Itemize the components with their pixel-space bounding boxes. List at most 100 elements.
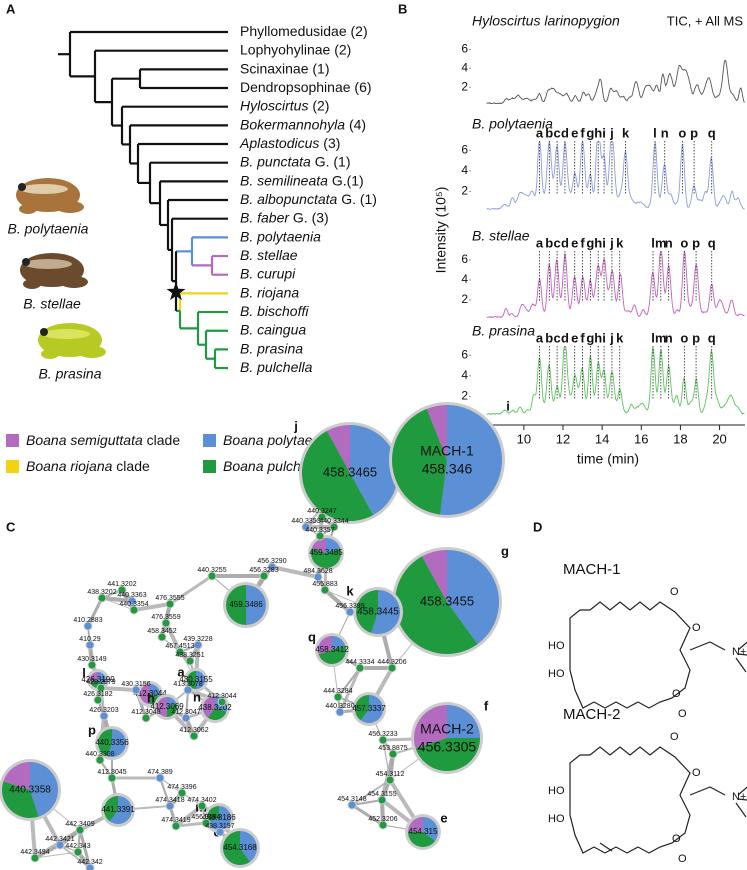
trace	[486, 59, 745, 105]
node-label: 456.3290	[257, 558, 286, 565]
node-label: 440.3280	[325, 703, 354, 710]
node-slice	[311, 548, 341, 568]
node-label: 440.3255	[197, 567, 226, 574]
taxon-label: B. semilineata G.(1)	[240, 172, 364, 188]
taxon-name: B. bischoffi	[240, 303, 309, 319]
node-tag: n	[193, 689, 201, 704]
trace-title: B. polytaenia	[472, 116, 553, 132]
node-label: 413.3078	[173, 681, 202, 688]
network-edge	[100, 686, 137, 692]
node-slice	[326, 538, 341, 553]
network-edge	[133, 602, 171, 612]
node-label: 444.3284	[323, 688, 352, 695]
taxon-name: Aplastodicus	[239, 135, 319, 151]
taxon-label: B. faber G. (3)	[240, 209, 329, 225]
node-label: 440.3358	[9, 785, 51, 796]
node-slice	[3, 762, 30, 790]
node-tag: e	[440, 810, 447, 825]
node-label: 440.3357	[305, 527, 334, 534]
node-label: 412.3048	[131, 709, 160, 716]
taxon-name: B. albopunctata	[240, 191, 338, 207]
legend-name: Boana pulchella	[223, 458, 323, 474]
frog-leg	[56, 201, 84, 213]
peak-label: i	[602, 235, 606, 250]
node	[30, 853, 40, 863]
node	[117, 585, 127, 595]
node-label: 456.3233	[368, 731, 397, 738]
node-label: 456.3194	[191, 814, 220, 821]
taxon-label: B. punctata G. (1)	[240, 153, 351, 169]
node	[185, 656, 195, 666]
peak-label: l	[651, 235, 655, 250]
taxon-note: G. (3)	[293, 209, 329, 225]
node-label: 412.3069	[150, 702, 184, 711]
legend-name: Boana semiguttata	[26, 432, 143, 448]
peak-label: q	[708, 235, 716, 250]
peak-label: f	[580, 125, 585, 140]
frog-leg	[23, 279, 41, 289]
node	[127, 596, 137, 606]
node-slice	[360, 695, 384, 724]
node	[388, 749, 398, 759]
peak-label: o	[678, 125, 686, 140]
taxon-label: B. pulchella	[240, 359, 313, 375]
structure-cis	[599, 842, 613, 852]
node	[385, 775, 395, 785]
node-label: 441.3202	[107, 581, 136, 588]
node-slice	[350, 425, 399, 516]
frog-stripe	[24, 259, 72, 269]
network-edge	[351, 799, 383, 806]
node-slice	[326, 425, 350, 473]
peak-label: n	[661, 125, 669, 140]
node	[329, 522, 339, 532]
peak-label: c	[553, 235, 560, 250]
frog-caption: B. polytaenia	[8, 221, 89, 237]
node	[55, 840, 65, 850]
legend-suffix: clade	[116, 458, 150, 474]
node-slice	[1, 781, 39, 819]
node-label: 442.3494	[20, 849, 49, 856]
peak-label: b	[545, 235, 553, 250]
node-label: 459.3486	[229, 600, 263, 609]
trace-note: TIC, + All MS	[667, 13, 744, 28]
node-label: 442.342	[77, 859, 102, 866]
taxon-label: Scinaxinae (1)	[240, 60, 330, 76]
node-slice	[415, 738, 480, 772]
peak-label: b	[545, 125, 553, 140]
atom-label: O	[678, 708, 687, 720]
structure-methyls	[735, 786, 747, 818]
node	[107, 773, 117, 783]
node-slice	[356, 590, 378, 633]
node-slice	[203, 696, 215, 718]
node-slice	[332, 636, 346, 650]
node-label: 458.3455	[420, 593, 474, 608]
node-label: 440.3308	[85, 751, 114, 758]
node-label: 484.3628	[303, 568, 332, 575]
node-label: 454.3148	[337, 796, 366, 803]
node	[131, 685, 141, 695]
node	[320, 585, 330, 595]
peak-label: q	[708, 125, 716, 140]
legend-label: Boana riojana clade	[26, 458, 150, 474]
node-label: 458.3445	[357, 607, 399, 618]
network-edge	[185, 689, 189, 719]
frog-eye	[40, 328, 48, 336]
taxon-name: Dendropsophinae	[240, 79, 351, 95]
atom-label: N+	[732, 646, 746, 658]
node	[165, 801, 175, 811]
legend-swatch	[203, 460, 216, 473]
node	[267, 562, 277, 572]
peak-label: g	[586, 125, 594, 140]
taxon-label: B. bischoffi	[240, 303, 309, 319]
node-label: 444.3206	[377, 659, 406, 666]
x-tick-label: 20	[712, 431, 726, 446]
node	[207, 571, 217, 581]
peak-label: m	[655, 235, 667, 250]
node-slice	[140, 684, 150, 704]
taxon-name: B. punctata	[240, 153, 311, 169]
node-slice	[311, 538, 326, 553]
peak-label: p	[690, 125, 698, 140]
node-slice	[421, 550, 447, 602]
legend-swatch	[6, 460, 19, 473]
